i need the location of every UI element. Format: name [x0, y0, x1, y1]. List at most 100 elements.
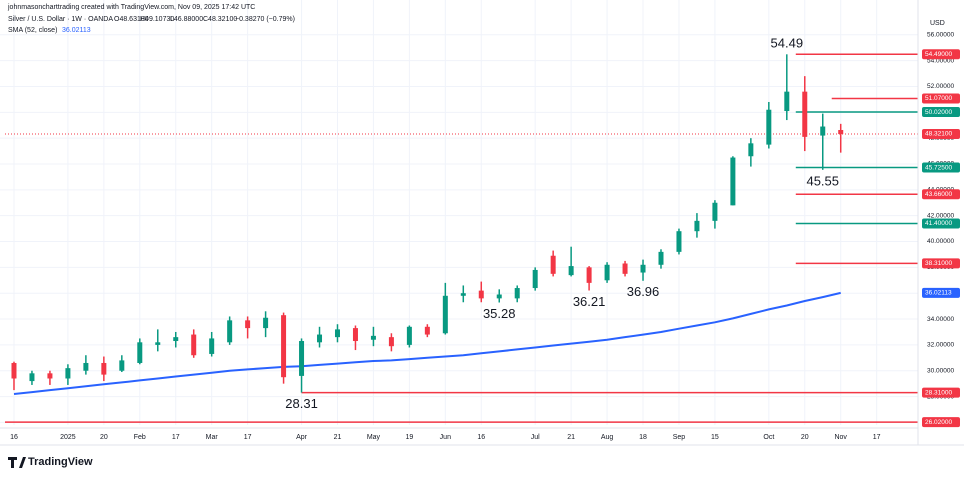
- x-tick-label: Oct: [763, 434, 774, 441]
- bar-body: [568, 266, 574, 276]
- indicator-name: SMA (52, close): [8, 27, 57, 34]
- bar-body: [83, 362, 89, 371]
- axes: [0, 0, 964, 446]
- bar-body: [694, 220, 700, 232]
- bar-body: [424, 326, 430, 335]
- price-tag: [922, 129, 960, 140]
- price-tag-label: 43.66000: [925, 191, 952, 198]
- x-tick-label: 20: [801, 434, 809, 441]
- x-tick-label: 16: [10, 434, 18, 441]
- x-tick-label: 18: [639, 434, 647, 441]
- attribution: johnmasoncharttrading created with Tradi…: [7, 4, 255, 11]
- y-tick-label: 42.00000: [927, 212, 954, 219]
- bar-body: [263, 317, 269, 329]
- bar-body: [514, 288, 520, 299]
- bar-body: [478, 290, 484, 299]
- x-tick-label: Apr: [296, 434, 308, 441]
- bar-body: [442, 295, 448, 334]
- x-tick-label: Aug: [601, 434, 614, 441]
- x-tick-label: 21: [334, 434, 342, 441]
- bar-body: [29, 373, 35, 382]
- y-tick-label: 54.00000: [927, 57, 954, 64]
- bar-body: [460, 293, 466, 296]
- annotation: 45.55: [806, 173, 839, 188]
- sma-line: [13, 291, 841, 395]
- y-tick-label: 30.00000: [927, 367, 954, 374]
- price-tag-label: 36.02113: [925, 290, 952, 297]
- price-tag: [922, 417, 960, 428]
- y-tick-label: 40.00000: [927, 238, 954, 245]
- bar-body: [766, 109, 772, 145]
- bar-body: [299, 341, 305, 376]
- bar-body: [281, 315, 287, 378]
- ohlc-high: H49.10730: [140, 16, 174, 23]
- x-tick-label: 17: [244, 434, 252, 441]
- price-tag: [922, 93, 960, 104]
- bar-body: [137, 342, 143, 363]
- price-tag-label: 28.31000: [925, 389, 952, 396]
- bar-body: [173, 337, 179, 342]
- bar-body: [802, 91, 808, 137]
- price-tag-label: 38.31000: [925, 260, 952, 267]
- bar-body: [334, 329, 340, 338]
- bar-body: [838, 129, 844, 135]
- bar-body: [101, 362, 107, 375]
- bar-body: [550, 255, 556, 274]
- x-tick-label: Mar: [206, 434, 219, 441]
- bar-body: [784, 91, 790, 112]
- price-tag-label: 50.02000: [925, 109, 952, 116]
- bar-body: [586, 267, 592, 283]
- x-tick-label: 16: [477, 434, 485, 441]
- x-tick-label: Nov: [834, 434, 847, 441]
- price-tag: [922, 189, 960, 200]
- logo: TradingView: [8, 456, 93, 468]
- bar-body: [622, 263, 628, 274]
- plot: [5, 53, 918, 423]
- bar-body: [245, 320, 251, 329]
- bar-body: [658, 251, 664, 265]
- grid: [0, 0, 918, 425]
- price-tag: [922, 49, 960, 60]
- x-tick-label: May: [367, 434, 381, 441]
- ohlc-open: O48.63180: [114, 16, 149, 23]
- annotation: 28.31: [285, 396, 318, 411]
- symbol: Silver / U.S. Dollar · 1W · OANDA: [8, 16, 113, 23]
- price-tag: [922, 258, 960, 269]
- x-tick-label: Sep: [673, 434, 686, 441]
- annotation: 54.49: [771, 36, 804, 51]
- y-tick-label: 32.00000: [927, 342, 954, 349]
- bar-body: [604, 264, 610, 281]
- ohlc-low: L46.88000: [170, 16, 203, 23]
- bar-body: [388, 337, 394, 347]
- price-tag: [922, 218, 960, 229]
- bar-body: [820, 126, 826, 136]
- price-tag: [922, 107, 960, 118]
- price-tag-label: 54.49000: [925, 51, 952, 58]
- price-tag-label: 45.72500: [925, 164, 952, 171]
- price-tag-label: 41.40000: [925, 220, 952, 227]
- x-tick-label: Feb: [134, 434, 146, 441]
- logo-text: TradingView: [28, 456, 93, 468]
- bar-body: [11, 362, 17, 379]
- bar-body: [317, 334, 323, 343]
- price-tag: [922, 162, 960, 173]
- bar-body: [370, 335, 376, 340]
- ohlc-close: C48.32100: [203, 16, 237, 23]
- bar-body: [352, 328, 358, 342]
- currency: USD: [930, 20, 945, 27]
- price-tag: [922, 287, 960, 298]
- bar-body: [191, 334, 197, 356]
- bar-body: [406, 326, 412, 345]
- x-tick-label: 20: [100, 434, 108, 441]
- y-tick-label: 34.00000: [927, 316, 954, 323]
- bar-body: [676, 231, 682, 252]
- x-tick-label: 21: [567, 434, 575, 441]
- bar-body: [209, 338, 215, 354]
- bar-body: [155, 342, 161, 345]
- x-tick-label: 19: [405, 434, 413, 441]
- x-tick-label: 15: [711, 434, 719, 441]
- bar-body: [730, 157, 736, 206]
- x-tick-label: 17: [172, 434, 180, 441]
